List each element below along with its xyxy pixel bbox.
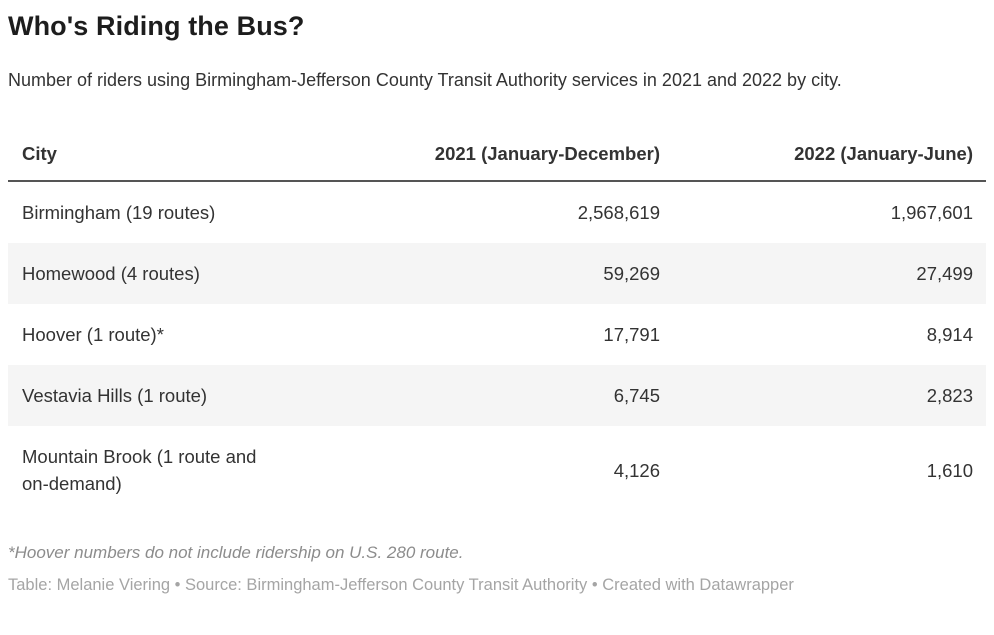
table-row: Vestavia Hills (1 route) 6,745 2,823 (8, 365, 986, 426)
page-title: Who's Riding the Bus? (8, 11, 305, 41)
city-cell: Birmingham (19 routes) (22, 202, 216, 223)
column-header-2021: 2021 (January-December) (273, 128, 673, 182)
value-cell-2021: 59,269 (603, 263, 660, 284)
value-cell-2022: 2,823 (926, 385, 973, 406)
value-cell-2022: 1,967,601 (890, 202, 973, 223)
value-cell-2021: 17,791 (603, 324, 660, 345)
column-header-city: City (8, 128, 273, 182)
value-cell-2022: 1,610 (926, 459, 973, 481)
city-cell: Homewood (4 routes) (22, 263, 200, 284)
table-row: Mountain Brook (1 route and on-demand) 4… (8, 426, 986, 514)
value-cell-2022: 27,499 (916, 263, 973, 284)
column-header-2022: 2022 (January-June) (673, 128, 986, 182)
city-cell: Vestavia Hills (1 route) (22, 385, 208, 406)
ridership-table: City 2021 (January-December) 2022 (Janua… (8, 128, 986, 514)
value-cell-2022: 8,914 (926, 324, 973, 345)
chart-description: Number of riders using Birmingham-Jeffer… (8, 70, 842, 90)
table-row: Birmingham (19 routes) 2,568,619 1,967,6… (8, 181, 986, 243)
value-cell-2021: 6,745 (613, 385, 660, 406)
attribution-line: Table: Melanie Viering • Source: Birming… (8, 576, 794, 594)
value-cell-2021: 2,568,619 (577, 202, 660, 223)
chart-container: Who's Riding the Bus? Number of riders u… (8, 11, 986, 594)
table-header: City 2021 (January-December) 2022 (Janua… (8, 128, 986, 182)
city-cell: Hoover (1 route)* (22, 324, 164, 345)
table-row: Homewood (4 routes) 59,269 27,499 (8, 243, 986, 304)
header-row: City 2021 (January-December) 2022 (Janua… (8, 128, 986, 182)
city-cell: Mountain Brook (1 route and on-demand) (22, 446, 257, 494)
value-cell-2021: 4,126 (613, 459, 660, 481)
footnote: *Hoover numbers do not include ridership… (8, 543, 464, 562)
table-body: Birmingham (19 routes) 2,568,619 1,967,6… (8, 181, 986, 514)
table-row: Hoover (1 route)* 17,791 8,914 (8, 304, 986, 365)
